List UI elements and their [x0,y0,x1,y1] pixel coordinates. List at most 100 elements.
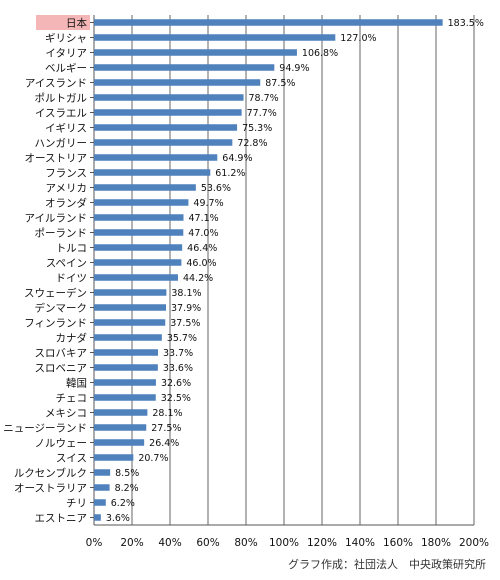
x-tick-label: 120% [307,537,337,549]
x-tick-label: 20% [120,537,143,549]
category-label: スロバキア [35,347,88,359]
bar [94,154,218,161]
category-label: スウェーデン [24,286,87,299]
category-label: アイスランド [25,77,87,89]
bar [94,34,336,41]
value-label: 64.9% [222,153,252,164]
category-label: ハンガリー [35,137,88,149]
x-tick-label: 100% [269,537,299,549]
value-label: 49.7% [193,198,223,209]
bar [94,424,147,431]
category-label: チェコ [56,392,88,404]
x-tick-label: 0% [86,537,103,549]
value-label: 38.1% [171,288,201,299]
bar [94,319,166,326]
value-label: 106.8% [302,48,338,59]
category-highlight [36,15,90,30]
x-tick-label: 80% [234,537,257,549]
bar [94,229,184,236]
bar [94,274,178,281]
bar [94,94,244,101]
category-label: チリ [66,497,87,509]
category-label: メキシコ [45,407,87,419]
bar [94,289,167,296]
category-label: スペイン [46,257,87,269]
bar [94,349,159,356]
value-label: 33.7% [163,348,193,359]
category-label: アイルランド [25,212,87,224]
value-label: 8.2% [115,483,139,494]
value-label: 47.0% [188,228,218,239]
value-label: 78.7% [249,93,279,104]
category-label: ニュージーランド [3,422,87,434]
bar [94,199,189,206]
bar [94,379,156,386]
category-label: オーストラリア [14,482,87,494]
x-tick-label: 140% [345,537,375,549]
bar [94,214,184,221]
x-tick-label: 180% [421,537,451,549]
bar [94,394,156,401]
category-label: トルコ [56,242,87,254]
bar [94,499,106,506]
value-label: 35.7% [167,333,197,344]
category-label: ギリシャ [45,32,87,44]
category-label: イタリア [45,47,87,59]
category-label: アメリカ [46,182,87,194]
bar [94,64,275,71]
x-tick-label: 200% [459,537,489,549]
value-label: 26.4% [149,438,179,449]
bar [94,244,183,251]
chart-credit: グラフ作成：社団法人 中央政策研究所 [288,558,486,571]
value-label: 6.2% [111,498,135,509]
category-label: オーストリア [25,152,87,164]
bar [94,259,182,266]
bar [94,124,238,131]
category-label: カナダ [56,331,88,344]
value-label: 72.8% [237,138,267,149]
value-label: 3.6% [106,513,130,524]
bar [94,484,110,491]
value-label: 28.1% [152,408,182,419]
value-label: 32.6% [161,378,191,389]
value-label: 32.5% [161,393,191,404]
category-label: 日本 [66,16,87,29]
category-label: エストニア [35,512,88,524]
category-label: ドイツ [56,272,88,284]
value-label: 87.5% [265,78,295,89]
category-label: ポーランド [35,227,88,239]
x-tick-label: 40% [158,537,181,549]
value-label: 33.6% [163,363,193,374]
value-label: 27.5% [151,423,181,434]
bar [94,409,148,416]
value-label: 77.7% [247,108,277,119]
bar [94,139,233,146]
x-tick-label: 60% [196,537,219,549]
x-tick-label: 160% [383,537,413,549]
value-label: 8.5% [115,468,139,479]
bar [94,304,167,311]
value-label: 127.0% [340,33,376,44]
category-label: イギリス [45,122,87,134]
value-label: 46.4% [187,243,217,254]
bar [94,469,111,476]
bar [94,19,443,26]
bar [94,334,162,341]
category-label: オランダ [45,196,87,209]
bar [94,49,297,56]
category-label: イスラエル [35,107,87,119]
value-label: 37.5% [170,318,200,329]
category-label: ベルギー [45,62,87,74]
value-label: 61.2% [215,168,245,179]
value-label: 47.1% [188,213,218,224]
bar [94,109,242,116]
value-label: 94.9% [279,63,309,74]
category-label: フィンランド [24,317,87,329]
value-label: 53.6% [201,183,231,194]
value-label: 20.7% [138,453,168,464]
category-label: スイス [56,452,87,464]
value-label: 75.3% [242,123,272,134]
bar [94,79,261,86]
bar [94,439,145,446]
